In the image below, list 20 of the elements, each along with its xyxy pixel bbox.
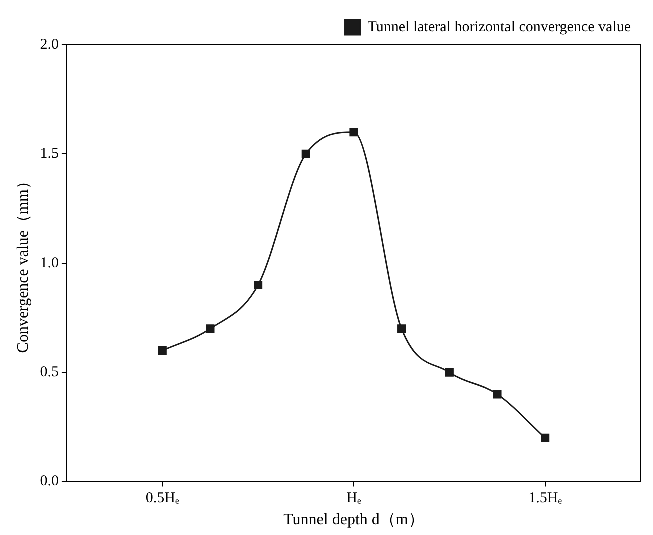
y-tick-label: 1.0 xyxy=(40,255,59,272)
x-tick-label: 0.5Hₑ xyxy=(146,490,180,507)
point xyxy=(158,346,167,356)
point xyxy=(302,150,310,158)
y-tick-label: 1.5 xyxy=(40,146,59,162)
x-tick-label: 1.5Hₑ xyxy=(528,490,562,507)
legend-label: Tunnel lateral horizontal convergence value xyxy=(368,19,632,36)
y-axis-title: Convergence value（mm） xyxy=(14,174,32,354)
y-tick-label: 2.0 xyxy=(40,36,59,53)
point xyxy=(350,128,358,137)
point xyxy=(398,324,406,334)
x-tick-label: Hₑ xyxy=(346,490,362,507)
point xyxy=(541,434,550,442)
point xyxy=(493,390,502,399)
y-tick-label: 0.5 xyxy=(40,364,59,381)
y-tick-label: 0.0 xyxy=(40,474,59,490)
x-axis-title: Tunnel depth d（m） xyxy=(284,512,424,529)
point xyxy=(254,280,263,290)
point xyxy=(206,324,215,334)
point xyxy=(445,368,454,377)
